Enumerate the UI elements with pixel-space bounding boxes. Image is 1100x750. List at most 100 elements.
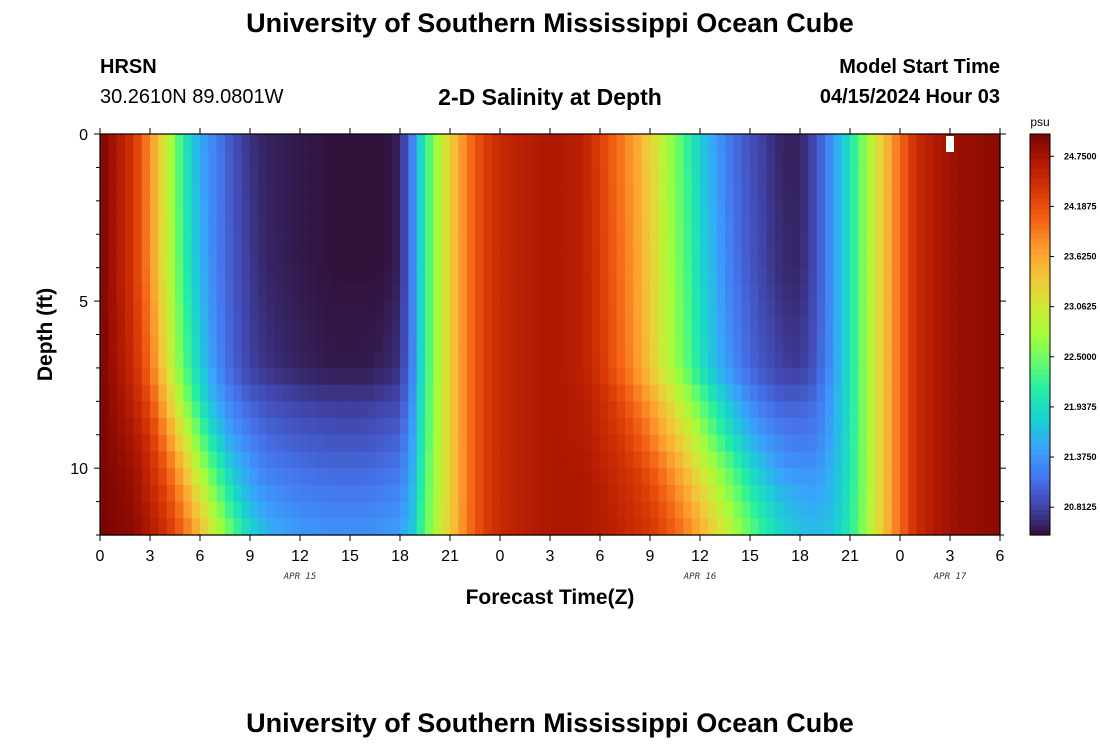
heatmap-cell — [725, 501, 734, 519]
heatmap-cell — [958, 384, 968, 402]
heatmap-cell — [791, 501, 801, 519]
colorbar-swatch — [1030, 134, 1050, 140]
heatmap-cell — [700, 367, 709, 386]
heatmap-cell — [250, 134, 259, 152]
heatmap-cell — [700, 284, 709, 302]
heatmap-cell — [800, 401, 809, 419]
heatmap-cell — [625, 501, 634, 519]
heatmap-cell — [191, 150, 201, 169]
heatmap-cell — [416, 484, 426, 503]
heatmap-cell — [466, 418, 476, 436]
heatmap-cell — [591, 451, 601, 469]
heatmap-cell — [983, 434, 993, 453]
heatmap-cell — [883, 367, 893, 386]
heatmap-cell — [650, 234, 659, 252]
heatmap-cell — [591, 134, 601, 152]
heatmap-cell — [541, 134, 551, 152]
heatmap-cell — [975, 468, 984, 486]
heatmap-cell — [516, 134, 526, 152]
heatmap-cell — [216, 150, 226, 169]
colorbar-swatch — [1030, 339, 1050, 346]
colorbar-swatch — [1030, 184, 1050, 190]
heatmap-cell — [475, 317, 484, 336]
heatmap-cell — [175, 250, 184, 269]
heatmap-cell — [166, 401, 176, 419]
heatmap-cell — [916, 401, 926, 419]
heatmap-cell — [466, 317, 476, 336]
heatmap-cell — [458, 384, 468, 402]
heatmap-cell — [966, 184, 976, 202]
heatmap-cell — [375, 518, 384, 536]
heatmap-cell — [800, 484, 809, 503]
heatmap-cell — [941, 234, 951, 252]
heatmap-cell — [375, 351, 384, 369]
heatmap-cell — [191, 484, 201, 503]
heatmap-cell — [900, 217, 909, 235]
heatmap-cell — [541, 317, 551, 336]
colorbar-swatch — [1030, 204, 1050, 210]
heatmap-cell — [950, 134, 959, 152]
x-axis-title: Forecast Time(Z) — [466, 586, 635, 609]
heatmap-cell — [775, 434, 784, 453]
x-tick-label: 0 — [896, 548, 905, 565]
heatmap-cell — [191, 200, 201, 219]
heatmap-cell — [566, 451, 576, 469]
heatmap-cell — [575, 134, 584, 152]
heatmap-cell — [950, 401, 959, 419]
heatmap-cell — [625, 351, 634, 369]
heatmap-cell — [791, 250, 801, 269]
heatmap-cell — [666, 200, 676, 219]
heatmap-cell — [766, 250, 776, 269]
heatmap-cell — [583, 317, 593, 336]
heatmap-cell — [641, 367, 651, 386]
heatmap-cell — [608, 134, 618, 152]
heatmap-cell — [708, 317, 718, 336]
heatmap-cell — [233, 134, 243, 152]
heatmap-cell — [175, 384, 184, 402]
heatmap-cell — [191, 434, 201, 453]
heatmap-cell — [125, 468, 134, 486]
heatmap-cell — [441, 250, 451, 269]
heatmap-cell — [183, 518, 193, 536]
heatmap-cell — [175, 284, 184, 302]
heatmap-cell — [200, 401, 209, 419]
heatmap-cell — [850, 468, 859, 486]
heatmap-cell — [275, 451, 284, 469]
heatmap-cell — [658, 167, 668, 185]
heatmap-cell — [616, 384, 626, 402]
heatmap-cell — [558, 484, 568, 503]
colorbar-swatch — [1030, 404, 1050, 411]
heatmap-cell — [533, 217, 543, 235]
heatmap-cell — [391, 334, 401, 352]
heatmap-cell — [275, 284, 284, 302]
heatmap-cell — [950, 334, 959, 352]
heatmap-cell — [341, 284, 351, 302]
heatmap-cell — [491, 150, 501, 169]
heatmap-cell — [791, 301, 801, 319]
heatmap-cell — [808, 418, 818, 436]
heatmap-cell — [258, 501, 268, 519]
heatmap-cell — [241, 301, 251, 319]
heatmap-cell — [525, 518, 534, 536]
heatmap-cell — [483, 134, 493, 152]
heatmap-cell — [100, 384, 109, 402]
heatmap-cell — [208, 250, 218, 269]
heatmap-cell — [716, 134, 726, 152]
heatmap-cell — [108, 284, 118, 302]
heatmap-cell — [450, 301, 459, 319]
heatmap-cell — [466, 518, 476, 536]
heatmap-cell — [983, 518, 993, 536]
heatmap-cell — [958, 317, 968, 336]
heatmap-cell — [366, 167, 376, 185]
heatmap-cell — [975, 150, 984, 169]
heatmap-cell — [883, 200, 893, 219]
heatmap-cell — [866, 317, 876, 336]
heatmap-cell — [925, 234, 934, 252]
heatmap-cell — [791, 317, 801, 336]
heatmap-cell — [375, 317, 384, 336]
colorbar-swatch — [1030, 364, 1050, 371]
heatmap-cell — [750, 501, 759, 519]
heatmap-cell — [241, 518, 251, 536]
heatmap-cell — [383, 418, 393, 436]
heatmap-cell — [608, 384, 618, 402]
